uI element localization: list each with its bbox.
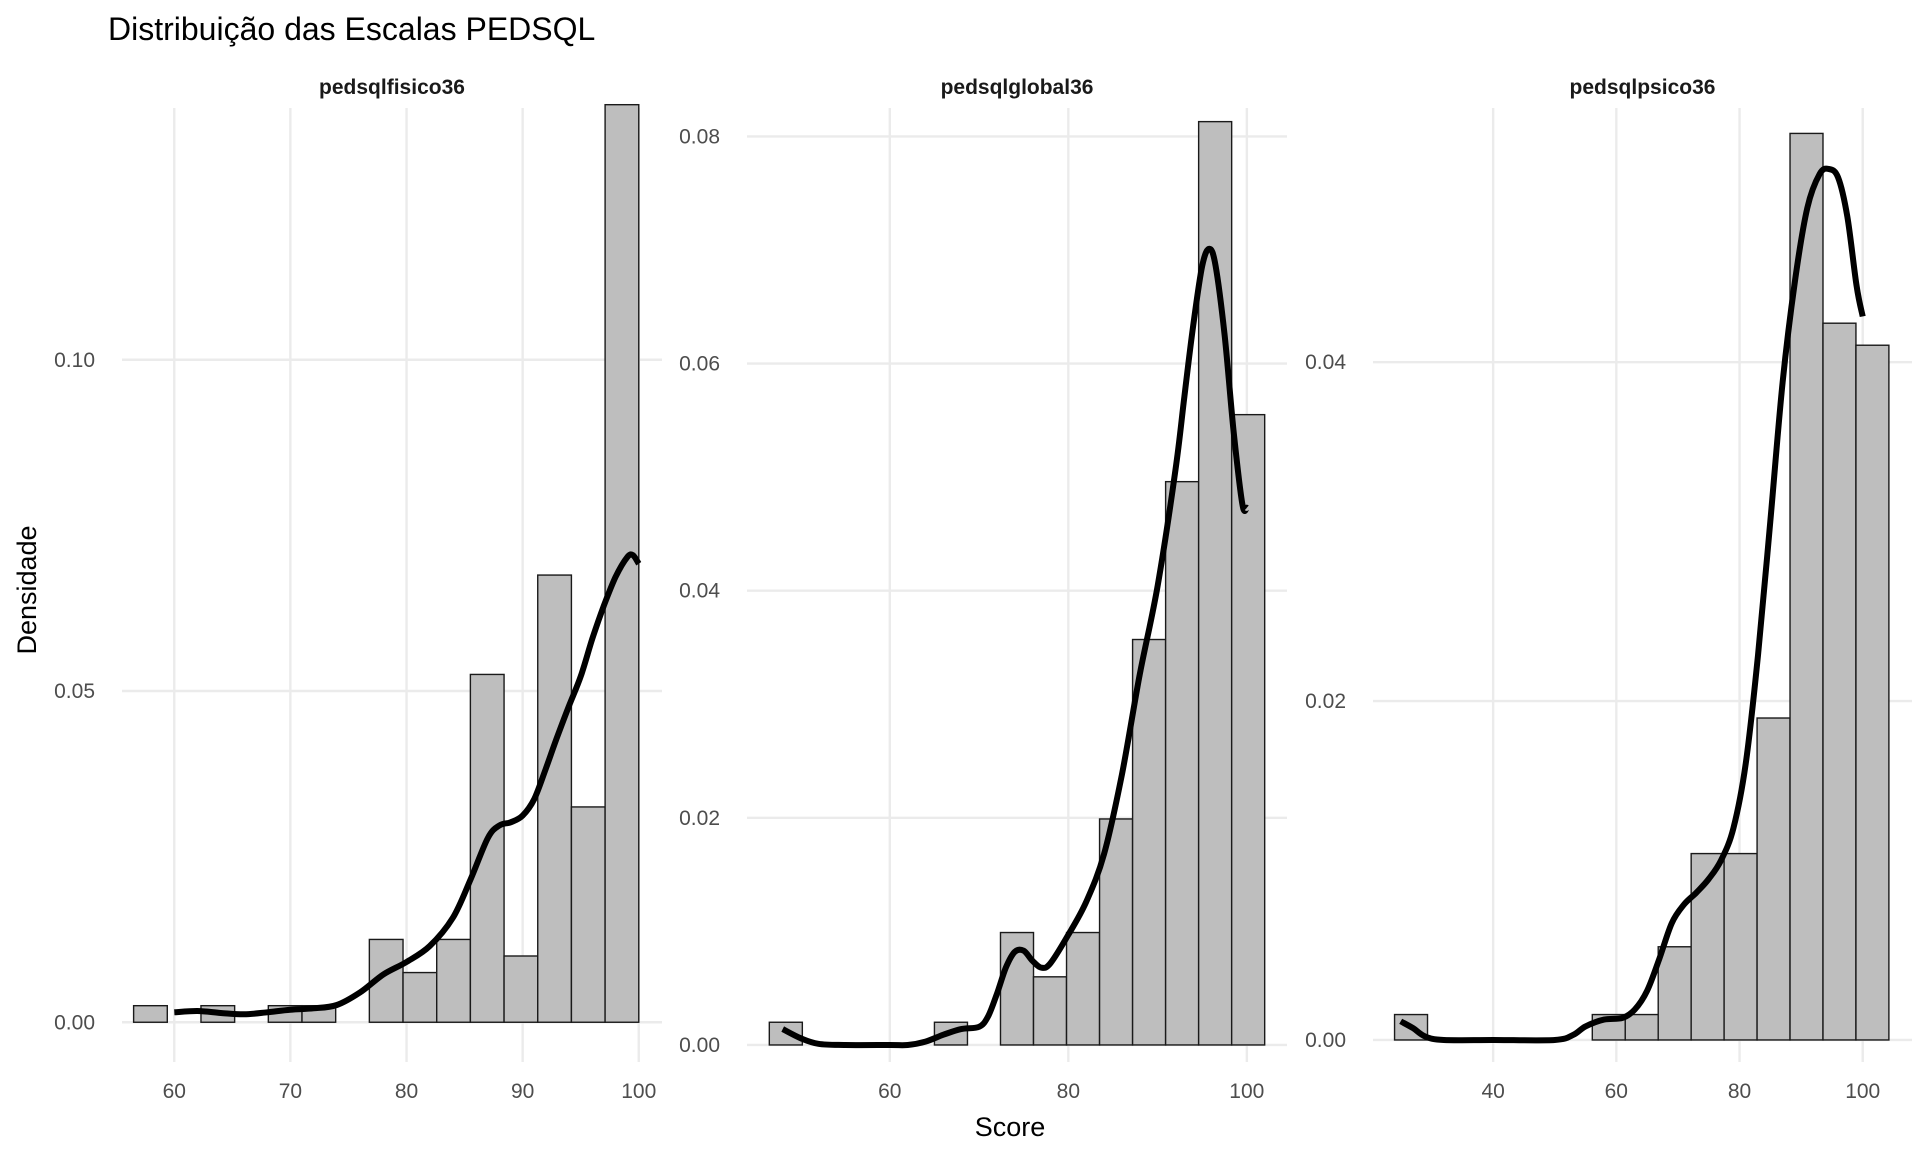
histogram-bar xyxy=(1032,976,1068,1046)
density-curve xyxy=(1399,165,1866,1044)
histogram-bar xyxy=(1657,946,1692,1041)
y-tick-label: 0.08 xyxy=(679,125,720,148)
histogram-bar xyxy=(1230,413,1266,1046)
x-tick-label: 40 xyxy=(1481,1080,1504,1103)
y-tick-label: 0.04 xyxy=(679,580,720,603)
facet-strip-label: pedsqlfisico36 xyxy=(319,76,465,99)
x-tick-label: 60 xyxy=(1605,1080,1628,1103)
facet-strip-label: pedsqlglobal36 xyxy=(941,76,1094,99)
histogram-bar xyxy=(1624,1013,1659,1041)
y-tick-label: 0.10 xyxy=(54,349,95,372)
histogram-bar xyxy=(132,1004,168,1023)
histogram-bar xyxy=(1065,931,1101,1046)
histogram-bar xyxy=(1822,322,1857,1041)
x-tick-label: 100 xyxy=(621,1080,656,1103)
histogram-bar xyxy=(1756,717,1791,1041)
x-axis-title: Score xyxy=(975,1112,1046,1142)
y-tick-label: 0.04 xyxy=(1305,351,1346,374)
y-axis-title: Densidade xyxy=(12,525,42,654)
x-tick-label: 100 xyxy=(1845,1080,1880,1103)
density-curve xyxy=(174,551,642,1018)
y-tick-label: 0.00 xyxy=(679,1034,720,1057)
histogram-bar xyxy=(402,971,438,1023)
y-tick-label: 0.06 xyxy=(679,353,720,376)
x-tick-label: 90 xyxy=(511,1080,534,1103)
x-tick-label: 80 xyxy=(395,1080,418,1103)
x-tick-label: 80 xyxy=(1728,1080,1751,1103)
y-tick-label: 0.00 xyxy=(54,1011,95,1034)
density-curve xyxy=(781,245,1250,1049)
x-tick-label: 100 xyxy=(1229,1080,1264,1103)
histogram-bar xyxy=(1723,852,1758,1041)
facet-panel-pedsqlfisico36: pedsqlfisico36 60 70 80 90 100 0.00 0.05 0.10 xyxy=(54,76,662,1103)
chart-title: Distribuição das Escalas PEDSQL xyxy=(108,11,595,47)
facet-panel-pedsqlglobal36: pedsqlglobal36 60 80 100 0.00 0.02 0.04 0.06 0.0… xyxy=(679,76,1287,1103)
x-tick-label: 70 xyxy=(279,1080,302,1103)
y-tick-label: 0.02 xyxy=(1305,690,1346,713)
histogram-bar xyxy=(570,806,606,1023)
histogram-bar xyxy=(537,574,573,1023)
facet-strip-label: pedsqlpsico36 xyxy=(1570,76,1716,99)
histogram-bar xyxy=(436,938,472,1023)
facet-panel-pedsqlpsico36: pedsqlpsico36 40 60 80 100 0.00 0.02 0.04 xyxy=(1305,76,1912,1103)
histogram-bar xyxy=(469,673,505,1023)
y-tick-label: 0.00 xyxy=(1305,1029,1346,1052)
x-tick-label: 60 xyxy=(878,1080,901,1103)
x-tick-label: 80 xyxy=(1057,1080,1080,1103)
y-tick-label: 0.02 xyxy=(679,807,720,830)
histogram-bar xyxy=(1855,344,1890,1041)
x-tick-label: 60 xyxy=(163,1080,186,1103)
histogram-bar xyxy=(503,955,539,1023)
y-tick-label: 0.05 xyxy=(54,680,95,703)
histogram-bar xyxy=(1164,480,1200,1046)
histogram-bar xyxy=(1131,638,1167,1046)
